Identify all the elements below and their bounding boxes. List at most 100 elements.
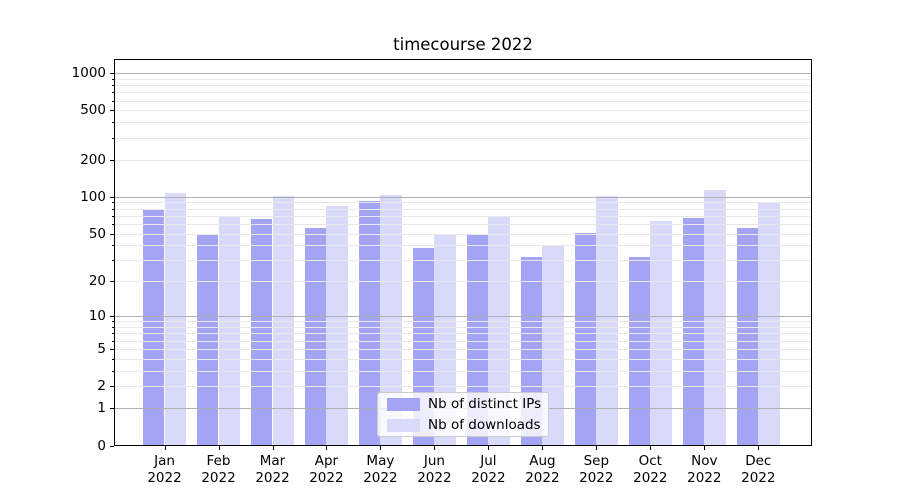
y-minor-tick-mark — [111, 370, 114, 372]
y-axis-tick-label: 10 — [88, 308, 106, 325]
y-minor-tick-mark — [111, 333, 114, 335]
minor-gridline — [114, 92, 812, 94]
bar-downloads — [218, 215, 241, 446]
y-axis-tick-label: 5 — [97, 340, 106, 357]
y-minor-tick-mark — [111, 202, 114, 204]
y-tick-mark — [110, 281, 114, 283]
x-axis-tick-label: Sep 2022 — [579, 453, 614, 486]
minor-gridline — [114, 137, 812, 139]
bar-downloads — [272, 195, 295, 446]
x-axis-tick-label: Feb 2022 — [201, 453, 236, 486]
minor-gridline — [114, 159, 812, 161]
plot-area — [114, 59, 812, 446]
y-axis-tick-label: 1 — [97, 400, 106, 417]
legend-entry-downloads: Nb of downloads — [387, 417, 541, 433]
x-axis-tick-label: Nov 2022 — [687, 453, 722, 486]
minor-gridline — [114, 281, 812, 283]
minor-gridline — [114, 233, 812, 235]
y-tick-mark — [110, 408, 114, 410]
minor-gridline — [114, 348, 812, 350]
minor-gridline — [114, 208, 812, 210]
bar-downloads — [164, 193, 187, 446]
bar-distinct-ips — [250, 218, 273, 446]
x-tick-mark — [758, 446, 760, 450]
y-axis-tick-label: 0 — [97, 437, 106, 454]
y-minor-tick-mark — [111, 260, 114, 262]
bar-downloads — [704, 190, 726, 446]
y-tick-mark — [110, 196, 114, 198]
y-tick-mark — [110, 316, 114, 318]
bar-distinct-ips — [358, 201, 381, 446]
x-axis-tick-label: Jan 2022 — [147, 453, 182, 486]
x-tick-mark — [272, 446, 274, 450]
minor-gridline — [114, 202, 812, 204]
x-axis-tick-label: Jun 2022 — [417, 453, 452, 486]
y-axis-tick-label: 20 — [88, 273, 106, 290]
bar-distinct-ips — [574, 232, 597, 446]
x-tick-mark — [488, 446, 490, 450]
y-minor-tick-mark — [111, 358, 114, 360]
y-axis-tick-label: 500 — [80, 102, 106, 119]
x-tick-mark — [380, 446, 382, 450]
bar-downloads — [326, 206, 348, 446]
y-minor-tick-mark — [111, 78, 114, 80]
y-minor-tick-mark — [111, 245, 114, 247]
minor-gridline — [114, 78, 812, 80]
x-tick-mark — [704, 446, 706, 450]
minor-gridline — [114, 333, 812, 335]
y-minor-tick-mark — [111, 215, 114, 217]
major-gridline — [114, 316, 812, 318]
y-tick-mark — [110, 73, 114, 74]
y-tick-mark — [110, 348, 114, 350]
y-minor-tick-mark — [111, 85, 114, 86]
minor-gridline — [114, 260, 812, 262]
y-axis-tick-label: 100 — [80, 188, 106, 205]
y-tick-mark — [110, 445, 114, 447]
bar-distinct-ips — [628, 257, 651, 446]
y-minor-tick-mark — [111, 137, 114, 139]
legend-entry-distinct-ips: Nb of distinct IPs — [387, 396, 542, 412]
y-tick-mark — [110, 159, 114, 161]
minor-gridline — [114, 100, 812, 102]
x-axis-tick-label: Apr 2022 — [309, 453, 344, 486]
x-tick-mark — [596, 446, 598, 450]
minor-gridline — [114, 122, 812, 124]
x-tick-mark — [326, 446, 328, 450]
y-minor-tick-mark — [111, 100, 114, 102]
y-minor-tick-mark — [111, 223, 114, 225]
minor-gridline — [114, 358, 812, 360]
x-axis-tick-label: Dec 2022 — [741, 453, 776, 486]
minor-gridline — [114, 327, 812, 328]
x-tick-mark — [164, 446, 166, 450]
legend-swatch-distinct-ips — [387, 397, 420, 411]
x-tick-mark — [434, 446, 436, 450]
minor-gridline — [114, 245, 812, 247]
x-axis-tick-label: Jul 2022 — [471, 453, 506, 486]
bar-distinct-ips — [682, 218, 705, 446]
bar-downloads — [596, 195, 618, 446]
chart-title: timecourse 2022 — [393, 35, 533, 54]
minor-gridline — [114, 370, 812, 372]
y-tick-mark — [110, 233, 114, 235]
x-axis-tick-label: Aug 2022 — [525, 453, 560, 486]
y-minor-tick-mark — [111, 321, 114, 323]
minor-gridline — [114, 321, 812, 323]
legend-swatch-downloads — [387, 418, 420, 432]
bar-distinct-ips — [196, 233, 219, 446]
legend-label-distinct-ips: Nb of distinct IPs — [428, 396, 542, 412]
x-axis-tick-label: Mar 2022 — [255, 453, 290, 486]
minor-gridline — [114, 85, 812, 86]
y-minor-tick-mark — [111, 92, 114, 94]
y-minor-tick-mark — [111, 340, 114, 342]
y-minor-tick-mark — [111, 208, 114, 210]
bar-downloads — [380, 194, 402, 446]
x-tick-mark — [542, 446, 544, 450]
bar-downloads — [758, 202, 780, 446]
y-tick-mark — [110, 110, 114, 112]
legend: Nb of distinct IPs Nb of downloads — [377, 392, 549, 437]
major-gridline — [114, 196, 812, 198]
minor-gridline — [114, 223, 812, 225]
minor-gridline — [114, 386, 812, 388]
y-axis-tick-label: 200 — [80, 151, 106, 168]
